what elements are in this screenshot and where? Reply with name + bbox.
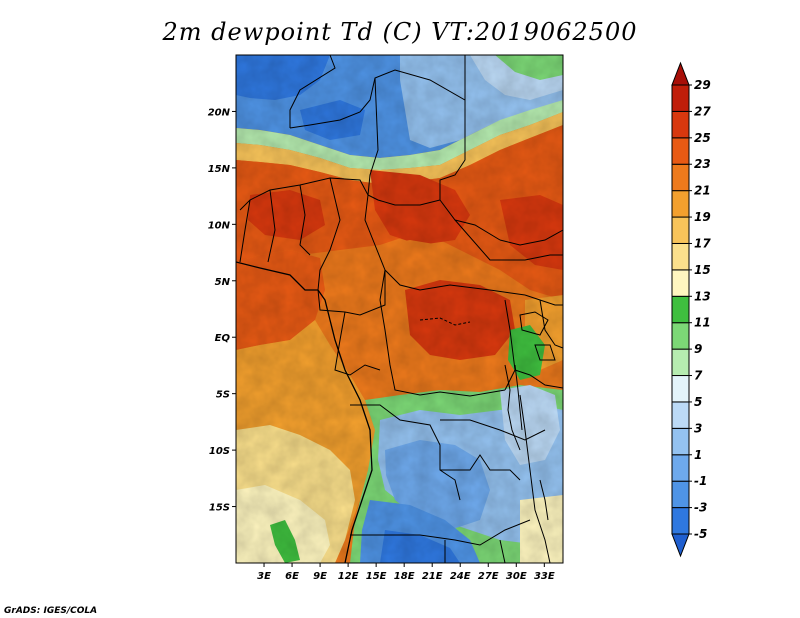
colorbar-label: 23	[694, 157, 711, 171]
country-borders	[239, 55, 563, 563]
x-tick-label: 27E	[478, 571, 499, 582]
colorbar-label: -3	[694, 501, 707, 515]
lakes	[419, 311, 556, 521]
y-tick-label: 15N	[208, 164, 231, 175]
colorbar-band	[671, 375, 690, 403]
colorbar-label: 11	[694, 316, 711, 330]
colorbar-band	[671, 163, 690, 192]
colorbar-label: 3	[694, 421, 702, 435]
x-tick-label: 6E	[285, 571, 299, 582]
map-frame	[235, 54, 564, 564]
colorbar-band	[671, 110, 690, 139]
y-tick-label: 10S	[209, 446, 230, 457]
x-tick-label: 15E	[366, 571, 387, 582]
colorbar-band	[671, 137, 690, 165]
colorbar-min-arrow	[671, 533, 690, 558]
y-tick-label: 5N	[215, 277, 231, 288]
colorbar-label: -5	[694, 527, 707, 541]
colorbar-band	[671, 322, 690, 350]
colorbar-band	[671, 216, 690, 244]
x-tick-label: 24E	[450, 571, 471, 582]
y-tick-label: EQ	[215, 333, 231, 344]
x-tick-label: 21E	[422, 571, 443, 582]
colorbar-label: 15	[694, 263, 711, 277]
colorbar-label: -1	[694, 474, 707, 488]
colorbar-label: 29	[694, 78, 711, 92]
colorbar-label: 21	[694, 184, 711, 198]
colorbar-label: 25	[694, 131, 711, 145]
map-area	[236, 55, 563, 563]
colorbar-label: 1	[694, 448, 702, 462]
y-tick-label: 20N	[208, 107, 231, 118]
colorbar-label: 19	[694, 210, 711, 224]
colorbar-band	[671, 507, 690, 535]
map-axes: 3E 6E 9E 12E 15E 18E 21E 24E 27E 30E 33E 20N 15N 10N 5…	[208, 107, 555, 582]
colorbar-band	[671, 190, 690, 218]
colorbar-band	[671, 348, 690, 377]
x-tick-label: 12E	[338, 571, 359, 582]
colorbar-band	[671, 480, 690, 509]
colorbar-band	[671, 427, 690, 456]
colorbar-label: 17	[694, 236, 711, 250]
colorbar-band	[671, 242, 690, 271]
x-tick-label: 18E	[394, 571, 415, 582]
coastline	[236, 261, 373, 563]
y-tick-label: 10N	[208, 220, 231, 231]
colorbar-label: 27	[694, 104, 711, 118]
colorbar-max-arrow	[671, 61, 690, 86]
x-tick-label: 3E	[257, 571, 271, 582]
colorbar-band	[671, 401, 690, 429]
y-tick-label: 5S	[216, 390, 230, 401]
x-tick-label: 30E	[506, 571, 527, 582]
colorbar-band	[671, 269, 690, 297]
x-tick-label: 33E	[534, 571, 555, 582]
colorbar-label: 13	[694, 289, 711, 303]
colorbar-label: 9	[694, 342, 702, 356]
x-tick-label: 9E	[313, 571, 327, 582]
colorbar-band	[671, 454, 690, 482]
colorbar-band	[671, 295, 690, 324]
map-title: 2m dewpoint Td (C) VT:2019062500	[162, 18, 638, 46]
grads-credit: GrADS: IGES/COLA	[4, 606, 97, 616]
colorbar-band	[671, 84, 690, 112]
colorbar-label: 7	[694, 369, 703, 383]
field-texture	[236, 55, 563, 563]
colorbar-label: 5	[694, 395, 702, 409]
y-tick-label: 15S	[209, 503, 230, 514]
